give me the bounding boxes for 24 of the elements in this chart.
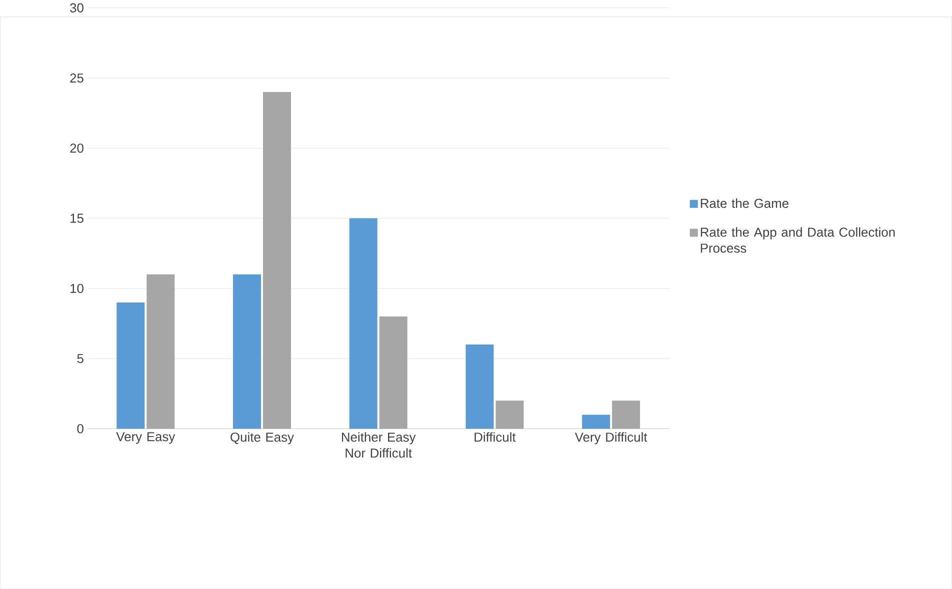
legend-label: Rate the App and Data Collection Process [700,227,895,253]
bar [116,302,145,429]
y-tick-label: 25 [70,74,84,83]
bar [349,218,378,429]
x-tick-label: Very Difficult [574,432,648,444]
x-tick-label: Neither Easy Nor Difficult [342,432,416,458]
y-tick-label: 10 [70,284,84,294]
bar [466,344,494,429]
y-tick-label: 30 [70,3,84,13]
bar [146,274,175,429]
x-tick-label: Quite Easy [230,432,294,444]
y-tick-label: 0 [77,424,84,434]
bar [612,400,640,429]
bar [582,414,610,429]
x-tick-label: Difficult [474,432,516,442]
x-tick-label: Very Easy [116,432,176,444]
legend-label: Rate the Game [700,198,788,208]
y-tick-label: 20 [70,144,84,153]
bar [496,400,524,429]
bar [379,316,408,429]
y-tick-label: 5 [77,354,84,364]
y-tick-label: 15 [70,214,84,223]
bar [262,92,291,429]
bar [233,274,261,429]
